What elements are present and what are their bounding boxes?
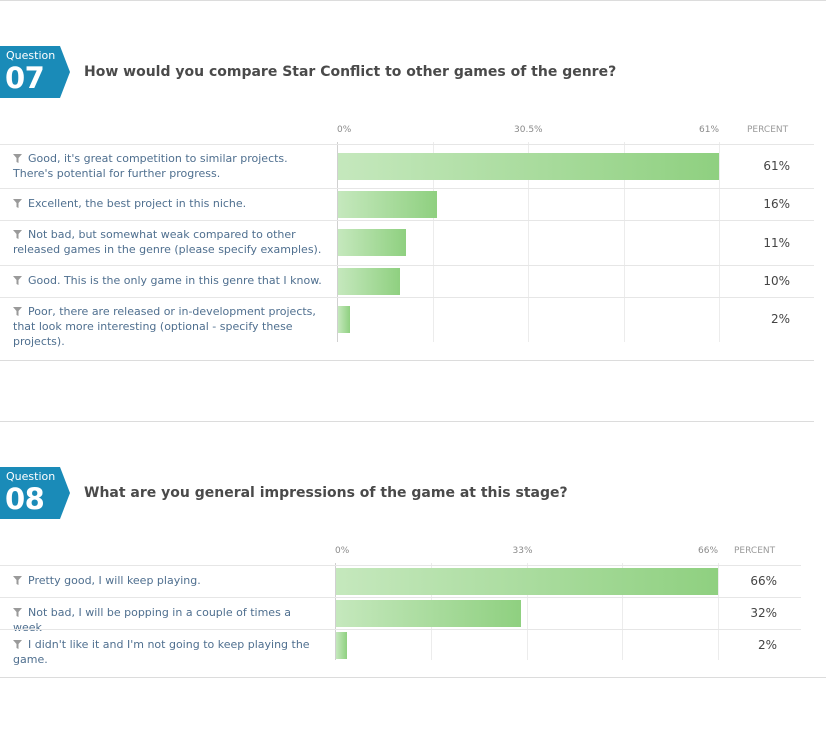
row-divider (0, 144, 814, 145)
grid-line (623, 142, 625, 342)
percent-value: 61% (763, 159, 790, 173)
percent-value: 66% (750, 574, 777, 588)
question-word: Question (6, 49, 56, 62)
bar (338, 190, 438, 218)
question-title: What are you general impressions of the … (84, 485, 568, 501)
question-number: 08 (5, 482, 45, 516)
question-badge: Question 07 (0, 46, 70, 98)
answer-label: Poor, there are released or in-developme… (13, 304, 323, 349)
section-divider-2 (0, 421, 814, 422)
answer-label: Not bad, I will be popping in a couple o… (13, 605, 323, 635)
axis-tick-label: 33% (512, 546, 533, 556)
percent-value: 10% (763, 274, 790, 288)
question-chart: 0% 33% 66% PERCENT Pretty good, I will keep … (0, 545, 826, 667)
answer-label: Excellent, the best project in this nich… (13, 196, 323, 211)
filter-icon[interactable] (13, 608, 22, 617)
filter-icon[interactable] (13, 199, 22, 208)
grid-line (528, 142, 529, 342)
bar (338, 152, 719, 180)
row-divider (0, 188, 814, 189)
answer-text: Good. This is the only game in this genr… (28, 274, 322, 287)
filter-icon[interactable] (13, 640, 22, 649)
row-divider (0, 629, 801, 630)
grid-line (526, 563, 528, 660)
answer-text: Not bad, I will be popping in a couple o… (13, 606, 292, 634)
question-chart: 0% 30.5% 61% PERCENT Good, it's great compet… (0, 124, 826, 348)
percent-column-header: PERCENT (747, 125, 789, 135)
axis-tick-label: 66% (698, 546, 719, 556)
percent-column-header: PERCENT (734, 546, 776, 556)
row-divider (0, 220, 814, 221)
percent-value: 32% (750, 606, 777, 620)
percent-value: 16% (763, 197, 790, 211)
answer-text: I didn't like it and I'm not going to ke… (13, 638, 310, 666)
answer-text: Good, it's great competition to similar … (13, 152, 288, 180)
axis-tick-label: 61% (699, 125, 720, 135)
row-divider (0, 297, 814, 298)
percent-value: 2% (770, 312, 790, 326)
grid-line (337, 142, 338, 342)
answer-text: Not bad, but somewhat weak compared to o… (13, 228, 322, 256)
section-divider-1 (0, 360, 814, 361)
answer-label: Not bad, but somewhat weak compared to o… (13, 227, 323, 257)
grid-line (335, 563, 336, 660)
grid-line (622, 563, 624, 660)
answer-label: I didn't like it and I'm not going to ke… (13, 637, 323, 667)
bar (338, 229, 406, 256)
bar (336, 631, 347, 659)
answer-label: Good, it's great competition to similar … (13, 151, 323, 181)
percent-value: 11% (763, 235, 790, 250)
question-word: Question (6, 470, 56, 483)
bar (336, 567, 718, 595)
answer-text: Poor, there are released or in-developme… (13, 305, 316, 348)
answer-label: Good. This is the only game in this genr… (13, 273, 323, 288)
grid-line (432, 142, 434, 342)
percent-value: 2% (757, 638, 777, 652)
answer-text: Pretty good, I will keep playing. (28, 574, 201, 587)
section-divider-3 (0, 677, 826, 678)
axis-tick-label: 30.5% (514, 125, 543, 135)
filter-icon[interactable] (13, 576, 22, 585)
row-divider (0, 565, 801, 566)
question-number: 07 (5, 61, 45, 95)
grid-line (719, 142, 720, 342)
question-badge: Question 08 (0, 467, 70, 519)
bar (338, 305, 350, 333)
filter-icon[interactable] (13, 307, 22, 316)
grid-line (718, 563, 719, 660)
filter-icon[interactable] (13, 154, 22, 163)
badge-shape (0, 467, 70, 519)
filter-icon[interactable] (13, 230, 22, 239)
answer-label: Pretty good, I will keep playing. (13, 573, 323, 588)
row-divider (0, 597, 801, 598)
badge-shape (0, 46, 70, 98)
question-title: How would you compare Star Conflict to o… (84, 64, 617, 80)
row-divider (0, 265, 814, 266)
bar (336, 599, 521, 627)
bar (338, 267, 400, 295)
axis-tick-label: 0% (337, 125, 352, 135)
answer-text: Excellent, the best project in this nich… (28, 197, 247, 210)
axis-tick-label: 0% (335, 546, 350, 556)
filter-icon[interactable] (13, 276, 22, 285)
top-divider (0, 0, 826, 1)
